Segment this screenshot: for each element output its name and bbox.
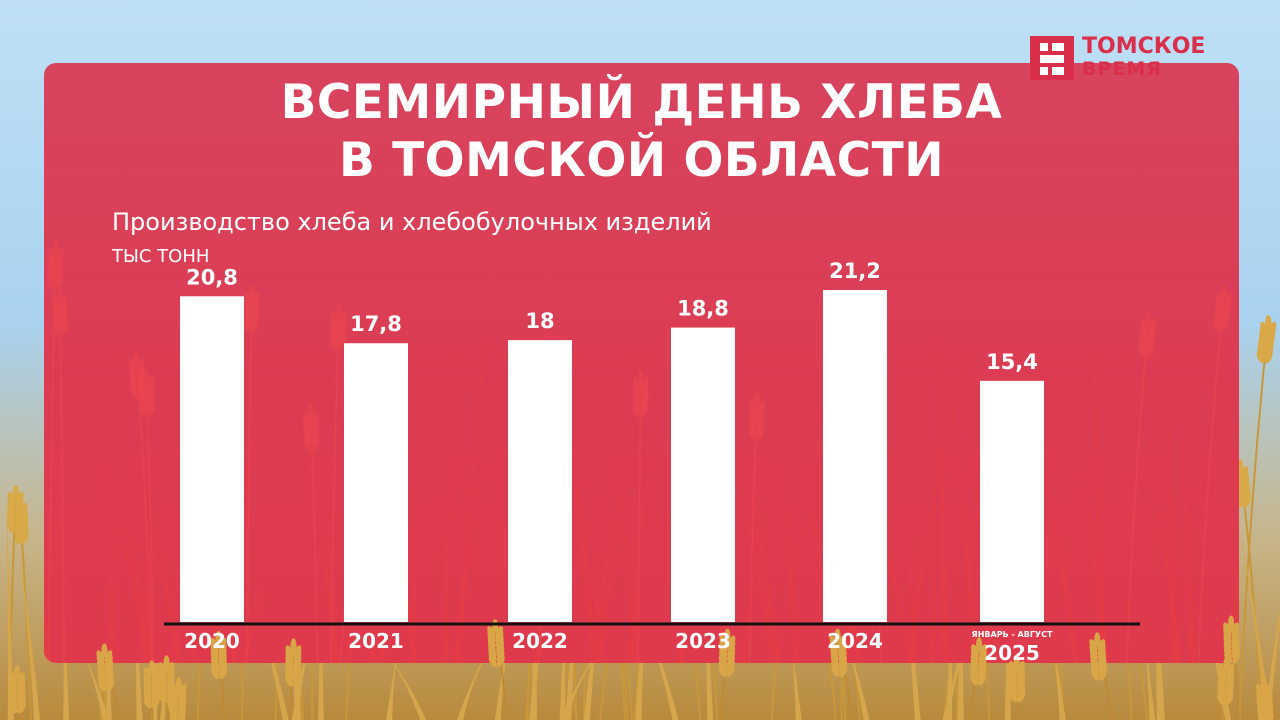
wheat-blade-icon — [618, 558, 679, 720]
y-axis-unit-label: ТЫС ТОНН — [112, 246, 210, 267]
wheat-silhouette-blade-icon — [95, 445, 150, 663]
wheat-silhouette-blade-icon — [455, 200, 503, 663]
value-label-2025: 15,4 — [986, 350, 1038, 374]
page-title: ВСЕМИРНЫЙ ДЕНЬ ХЛЕБА В ТОМСКОЙ ОБЛАСТИ — [44, 74, 1239, 190]
wheat-stalk-icon — [1238, 314, 1277, 720]
wheat-silhouette-blade-icon — [740, 470, 773, 663]
brand-logo-icon — [1030, 36, 1074, 80]
wheat-silhouette-stalk-icon — [1125, 310, 1157, 663]
chart-title: Производство хлеба и хлебобулочных издел… — [112, 208, 712, 236]
wheat-silhouette-blade-icon — [1087, 209, 1107, 663]
bar-2023 — [671, 327, 735, 622]
wheat-blade-icon — [68, 622, 110, 720]
wheat-silhouette-blade-icon — [596, 432, 639, 663]
wheat-blade-icon — [559, 541, 568, 720]
wheat-silhouette-blade-icon — [907, 479, 918, 663]
x-tick-label-2022: 2022 — [512, 629, 568, 653]
value-label-2023: 18,8 — [677, 297, 729, 321]
wheat-silhouette-blade-icon — [1169, 318, 1197, 663]
wheat-silhouette-stalk-icon — [51, 287, 69, 663]
value-label-2022: 18 — [525, 309, 554, 333]
bar-2022 — [508, 340, 572, 622]
wheat-blade-icon — [830, 596, 870, 720]
wheat-blade-icon — [4, 443, 14, 720]
bar-2021 — [344, 343, 408, 622]
wheat-blade-icon — [942, 552, 998, 720]
x-tick-label-2025: 2025 — [984, 641, 1040, 665]
wheat-silhouette-blade-icon — [1018, 371, 1080, 663]
bar-2025 — [980, 380, 1044, 622]
wheat-blade-icon — [10, 500, 41, 720]
wheat-silhouette-blade-icon — [769, 394, 801, 663]
value-label-2020: 20,8 — [186, 265, 238, 289]
wheat-silhouette-blade-icon — [410, 435, 417, 663]
wheat-silhouette-blade-icon — [934, 291, 980, 663]
wheat-silhouette-blade-icon — [715, 390, 777, 663]
value-label-2024: 21,2 — [829, 259, 881, 283]
wheat-silhouette-blade-icon — [1070, 402, 1109, 663]
wheat-silhouette-blade-icon — [92, 400, 154, 663]
wheat-silhouette-blade-icon — [929, 344, 936, 663]
wheat-silhouette-blade-icon — [122, 408, 182, 663]
wheat-blade-icon — [1226, 468, 1271, 720]
wheat-silhouette-blade-icon — [539, 235, 598, 663]
wheat-silhouette-stalk-icon — [1197, 284, 1233, 663]
wheat-silhouette-stalk-icon — [138, 368, 156, 663]
wheat-silhouette-stalk-icon — [748, 393, 766, 663]
wheat-silhouette-blade-icon — [593, 462, 600, 663]
title-line-1: ВСЕМИРНЫЙ ДЕНЬ ХЛЕБА — [280, 75, 1003, 130]
wheat-blade-icon — [370, 632, 427, 720]
wheat-silhouette-blade-icon — [108, 430, 115, 663]
wheat-silhouette-blade-icon — [598, 378, 641, 663]
x-tick-label-2023: 2023 — [675, 629, 731, 653]
wheat-silhouette-blade-icon — [776, 355, 837, 663]
wheat-blade-icon — [291, 563, 330, 720]
wheat-silhouette-blade-icon — [312, 473, 341, 663]
brand-line-1: ТОМСКОЕ — [1082, 34, 1206, 59]
wheat-silhouette-stalk-icon — [243, 284, 260, 663]
brand-logo-text: ТОМСКОЕ ВРЕМЯ — [1082, 34, 1206, 81]
x-tick-label-2024: 2024 — [827, 629, 883, 653]
wheat-silhouette-blade-icon — [1127, 322, 1181, 663]
x-tick-note-2025: ЯНВАРЬ - АВГУСТ — [972, 630, 1053, 639]
x-tick-label-2020: 2020 — [184, 629, 240, 653]
wheat-silhouette-blade-icon — [934, 491, 952, 663]
wheat-silhouette-stalk-icon — [46, 241, 64, 663]
wheat-silhouette-blade-icon — [715, 340, 782, 663]
wheat-silhouette-blade-icon — [1162, 256, 1178, 663]
wheat-silhouette-blade-icon — [844, 410, 914, 663]
x-tick-label-2021: 2021 — [348, 629, 404, 653]
wheat-silhouette-blade-icon — [442, 334, 455, 663]
wheat-silhouette-blade-icon — [353, 316, 418, 663]
wheat-silhouette-stalk-icon — [329, 302, 347, 663]
wheat-silhouette-stalk-icon — [632, 369, 649, 663]
brand-logo: ТОМСКОЕ ВРЕМЯ — [1030, 36, 1205, 80]
wheat-blade-icon — [457, 619, 506, 720]
brand-line-2: ВРЕМЯ — [1082, 58, 1162, 80]
wheat-silhouette-stalk-icon — [302, 403, 320, 663]
bar-2024 — [823, 290, 887, 622]
wheat-silhouette-blade-icon — [376, 512, 387, 663]
title-line-2: В ТОМСКОЙ ОБЛАСТИ — [338, 133, 945, 188]
wheat-silhouette-blade-icon — [590, 347, 649, 663]
wheat-silhouette-blade-icon — [677, 344, 743, 663]
wheat-blade-icon — [229, 538, 289, 720]
wheat-silhouette-stalk-icon — [128, 351, 154, 663]
wheat-blade-icon — [62, 544, 70, 720]
bar-2020 — [180, 296, 244, 622]
value-label-2021: 17,8 — [350, 312, 402, 336]
